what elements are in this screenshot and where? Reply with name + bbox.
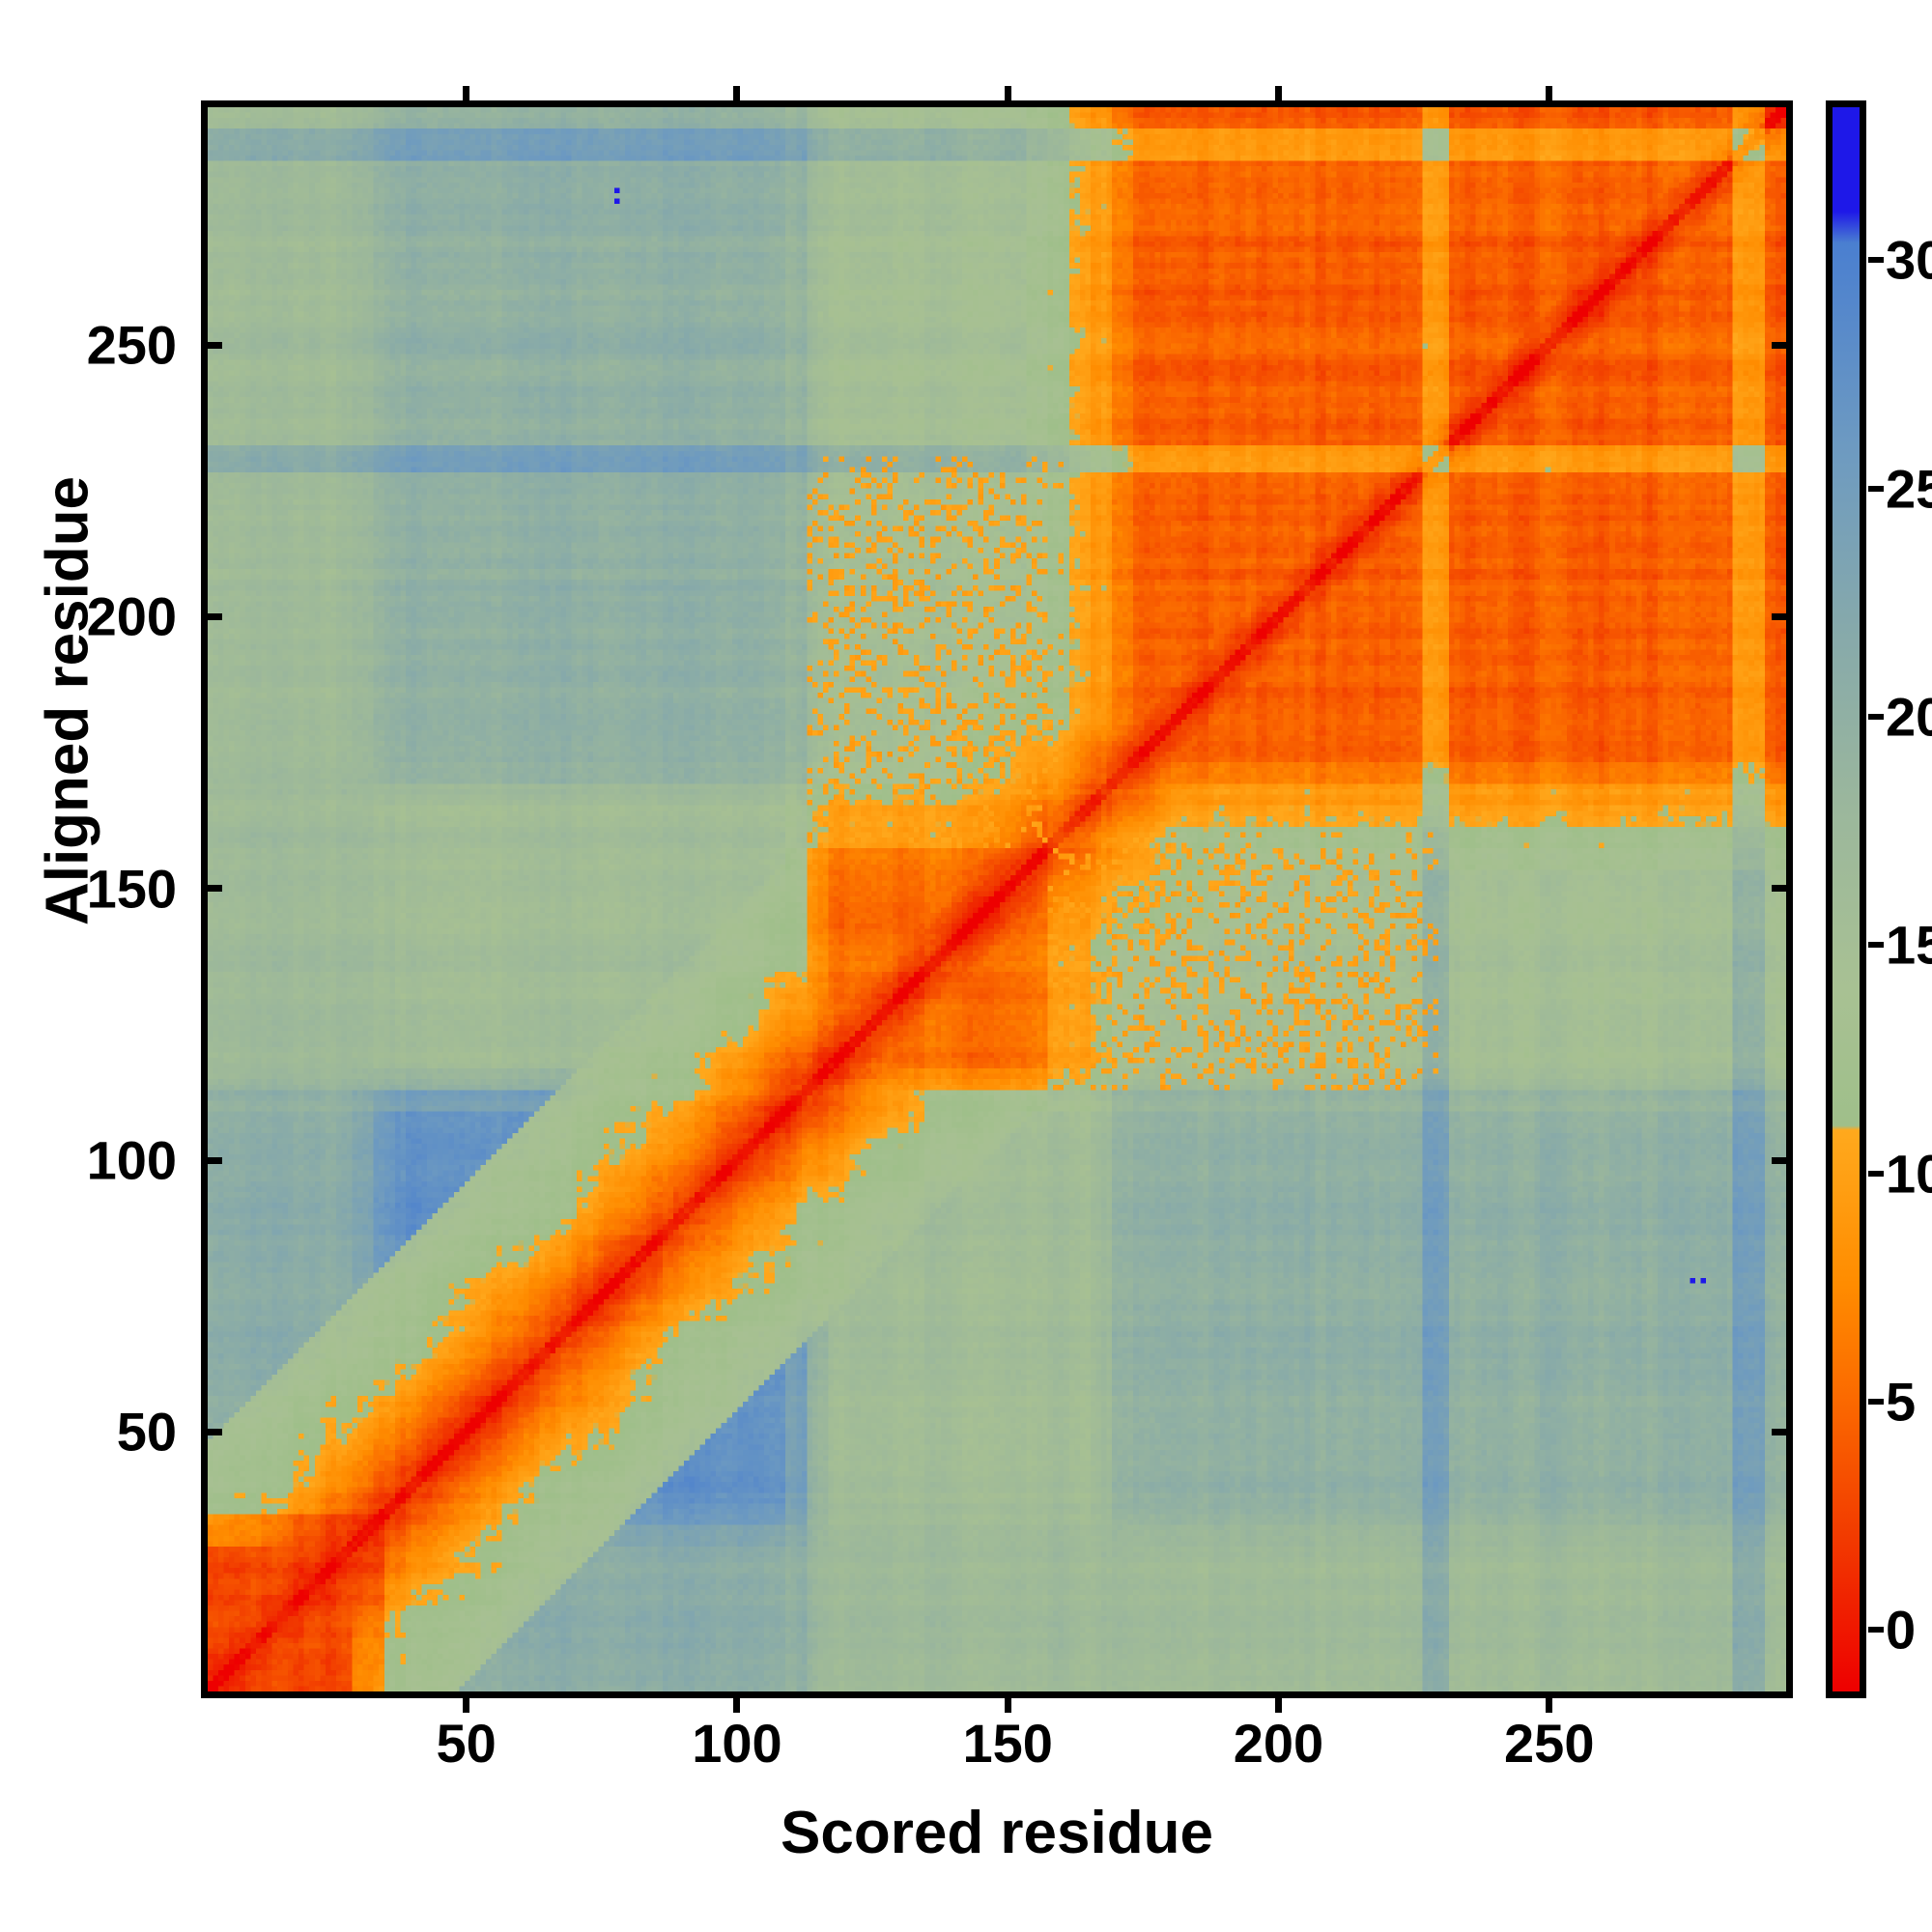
y-tick-right-50 xyxy=(1772,1428,1793,1435)
x-tick-bottom-50 xyxy=(463,1691,470,1713)
y-tick-label-50: 50 xyxy=(116,1401,177,1463)
x-tick-bottom-200 xyxy=(1274,1691,1282,1713)
y-tick-left-100 xyxy=(201,1156,222,1164)
colorbar-tick-20 xyxy=(1868,713,1884,720)
x-tick-bottom-100 xyxy=(733,1691,741,1713)
x-axis-title: Scored residue xyxy=(781,1800,1213,1866)
x-tick-label-100: 100 xyxy=(692,1713,782,1774)
plot-area xyxy=(201,100,1793,1698)
x-tick-bottom-250 xyxy=(1546,1691,1553,1713)
colorbar-tick-label-30: 30 xyxy=(1886,229,1932,291)
x-tick-label-250: 250 xyxy=(1504,1713,1595,1774)
colorbar-tick-5 xyxy=(1868,1398,1884,1405)
heatmap-image xyxy=(208,107,1786,1691)
x-tick-label-150: 150 xyxy=(962,1713,1053,1774)
x-tick-top-150 xyxy=(1004,86,1011,107)
y-tick-label-150: 150 xyxy=(86,858,177,920)
x-tick-top-50 xyxy=(463,86,470,107)
y-tick-left-200 xyxy=(201,612,222,620)
y-tick-right-200 xyxy=(1772,612,1793,620)
y-tick-left-150 xyxy=(201,885,222,893)
colorbar-tick-label-10: 10 xyxy=(1886,1143,1932,1205)
colorbar-tick-0 xyxy=(1868,1627,1884,1634)
colorbar-tick-label-5: 5 xyxy=(1886,1371,1917,1433)
y-tick-left-250 xyxy=(201,341,222,349)
y-tick-right-100 xyxy=(1772,1156,1793,1164)
x-tick-bottom-150 xyxy=(1004,1691,1011,1713)
y-tick-left-50 xyxy=(201,1428,222,1435)
colorbar-tick-15 xyxy=(1868,942,1884,949)
colorbar-tick-label-25: 25 xyxy=(1886,458,1932,520)
colorbar-tick-label-15: 15 xyxy=(1886,914,1932,976)
x-tick-label-200: 200 xyxy=(1233,1713,1324,1774)
x-tick-top-200 xyxy=(1274,86,1282,107)
colorbar xyxy=(1826,100,1866,1698)
colorbar-gradient xyxy=(1833,107,1860,1691)
y-tick-label-250: 250 xyxy=(86,314,177,376)
y-tick-right-150 xyxy=(1772,885,1793,893)
x-tick-top-100 xyxy=(733,86,741,107)
colorbar-tick-30 xyxy=(1868,257,1884,264)
colorbar-tick-label-0: 0 xyxy=(1886,1599,1917,1661)
colorbar-tick-10 xyxy=(1868,1170,1884,1177)
y-tick-label-200: 200 xyxy=(86,585,177,647)
y-tick-right-250 xyxy=(1772,341,1793,349)
colorbar-tick-label-20: 20 xyxy=(1886,686,1932,748)
x-tick-top-250 xyxy=(1546,86,1553,107)
colorbar-tick-25 xyxy=(1868,485,1884,492)
x-tick-label-50: 50 xyxy=(436,1713,497,1774)
y-tick-label-100: 100 xyxy=(86,1129,177,1191)
y-axis-title: Aligned residue xyxy=(34,475,101,926)
